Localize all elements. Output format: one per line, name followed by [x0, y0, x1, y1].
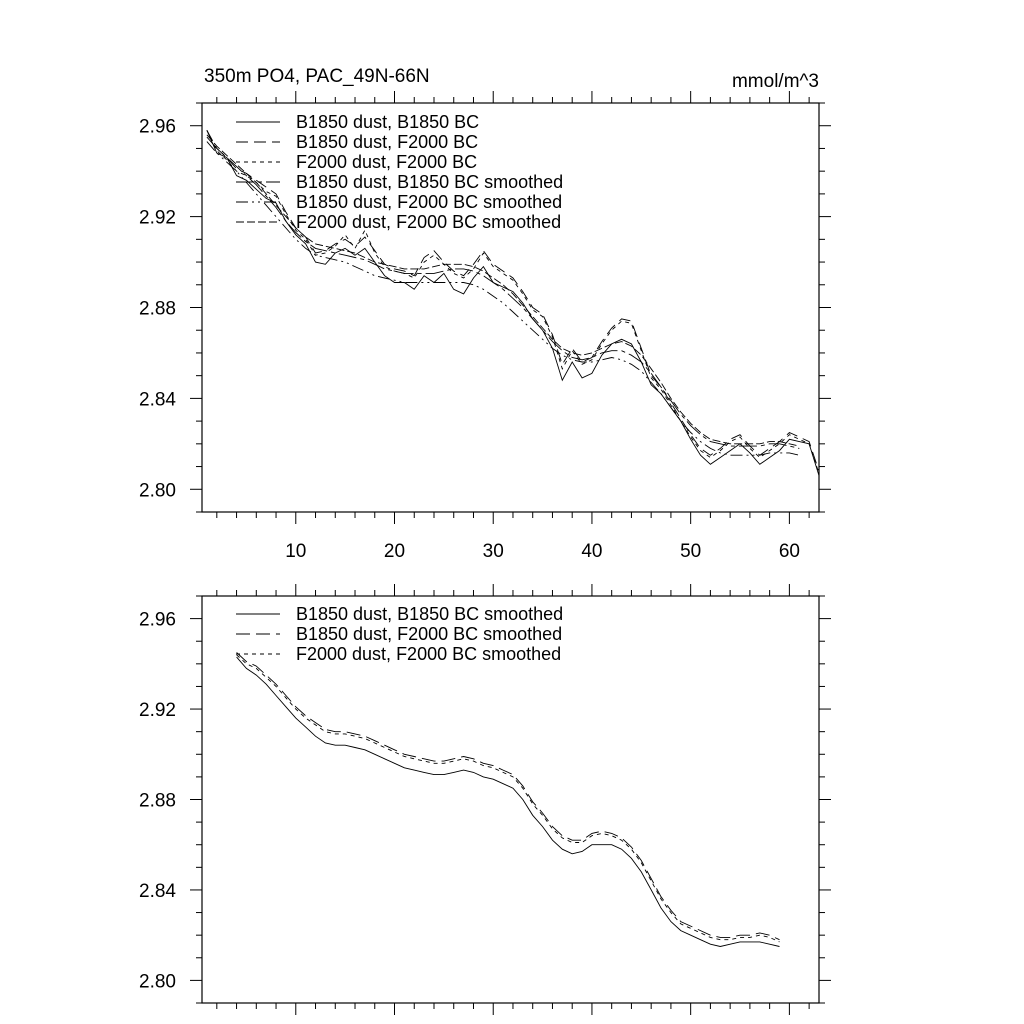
- units-label: mmol/m^3: [732, 71, 819, 92]
- series-line-3: [206, 130, 820, 474]
- x-tick-label: 40: [581, 541, 602, 562]
- legend-label: F2000 dust, F2000 BC smoothed: [296, 644, 561, 664]
- figure-title: 350m PO4, PAC_49N-66N: [204, 66, 430, 87]
- legend-label: B1850 dust, F2000 BC smoothed: [296, 624, 562, 644]
- y-tick-label: 2.80: [139, 480, 176, 501]
- x-tick-label: 50: [680, 541, 701, 562]
- x-tick-label: 20: [384, 541, 405, 562]
- legend-label: B1850 dust, F2000 BC smoothed: [296, 192, 562, 212]
- series-line-5: [206, 141, 800, 456]
- x-tick-label: 30: [483, 541, 504, 562]
- series-line-4: [206, 136, 800, 449]
- x-tick-label: 60: [779, 541, 800, 562]
- series-line-1: [236, 656, 780, 947]
- legend-label: B1850 dust, F2000 BC: [296, 132, 478, 152]
- y-tick-label: 2.84: [139, 389, 176, 410]
- y-tick-label: 2.96: [139, 610, 176, 631]
- series-line-6: [206, 134, 800, 447]
- y-tick-label: 2.92: [139, 700, 176, 721]
- legend-label: B1850 dust, B1850 BC: [296, 112, 479, 132]
- series-line-3: [236, 654, 780, 943]
- y-tick-label: 2.88: [139, 299, 176, 320]
- y-tick-label: 2.92: [139, 208, 176, 229]
- plot-frame: [201, 102, 820, 513]
- legend-label: F2000 dust, F2000 BC: [296, 152, 477, 172]
- bottom-panel: 2.80 2.84 2.88 2.92 2.96 B1850 dust, B1850 BC…: [139, 584, 831, 1015]
- y-tick-label: 2.88: [139, 791, 176, 812]
- y-tick-label: 2.96: [139, 117, 176, 138]
- y-tick-label: 2.84: [139, 881, 176, 902]
- legend-label: F2000 dust, F2000 BC smoothed: [296, 212, 561, 232]
- legend-label: B1850 dust, B1850 BC smoothed: [296, 604, 563, 624]
- top-panel: 2.80 2.84 2.88 2.92 2.96 10 20 30 40 50 60 B1850 du…: [139, 91, 831, 562]
- series-line-1: [206, 130, 820, 476]
- y-tick-label: 2.80: [139, 971, 176, 992]
- series-line-2: [236, 652, 780, 941]
- x-tick-label: 10: [285, 541, 306, 562]
- legend-label: B1850 dust, B1850 BC smoothed: [296, 172, 563, 192]
- series-line-2: [206, 130, 820, 472]
